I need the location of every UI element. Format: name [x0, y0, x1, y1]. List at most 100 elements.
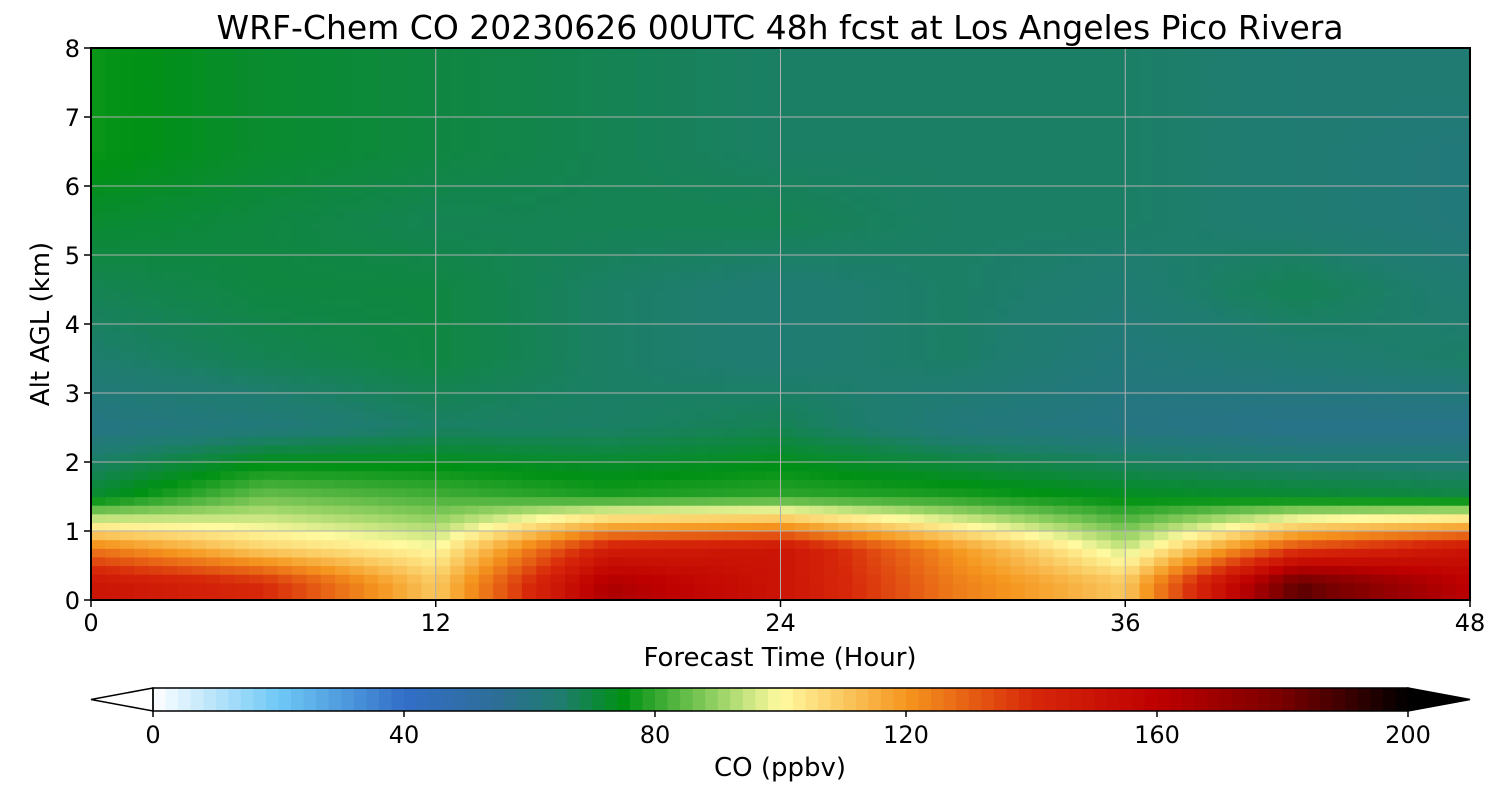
heatmap-cell: [1110, 393, 1126, 403]
heatmap-cell: [550, 298, 566, 308]
heatmap-cell: [593, 436, 609, 446]
heatmap-cell: [579, 436, 595, 446]
heatmap-cell: [1426, 427, 1442, 437]
heatmap-cell: [565, 280, 580, 291]
heatmap-cell: [665, 496, 681, 506]
heatmap-cell: [866, 513, 882, 523]
heatmap-cell: [1139, 237, 1155, 247]
heatmap-cell: [1010, 470, 1026, 480]
heatmap-cell: [1311, 280, 1327, 291]
heatmap-cell: [1039, 436, 1055, 446]
heatmap-cell: [608, 246, 624, 256]
heatmap-cell: [622, 332, 638, 342]
heatmap-cell: [1455, 203, 1470, 213]
heatmap-cell: [651, 367, 667, 377]
heatmap-cell: [809, 237, 825, 247]
heatmap-cell: [708, 393, 724, 403]
heatmap-cell: [335, 531, 351, 541]
heatmap-cell: [1139, 315, 1155, 325]
heatmap-cell: [723, 591, 738, 600]
heatmap-cell: [464, 539, 480, 549]
heatmap-cell: [1225, 531, 1241, 541]
heatmap-cell: [952, 410, 968, 420]
heatmap-cell: [593, 341, 609, 351]
heatmap-cell: [177, 186, 193, 196]
heatmap-cell: [263, 548, 279, 558]
heatmap-cell: [1340, 522, 1356, 532]
heatmap-cell: [708, 324, 724, 334]
heatmap-cell: [421, 427, 437, 437]
heatmap-cell: [1039, 367, 1055, 377]
heatmap-cell: [593, 280, 609, 291]
heatmap-cell: [694, 565, 710, 575]
heatmap-cell: [952, 349, 968, 360]
heatmap-cell: [105, 591, 121, 600]
heatmap-cell: [694, 444, 710, 454]
heatmap-cell: [593, 237, 609, 247]
heatmap-cell: [1182, 211, 1198, 222]
heatmap-cell: [924, 151, 940, 161]
heatmap-cell: [91, 151, 106, 161]
heatmap-cell: [1254, 487, 1270, 498]
heatmap-cell: [751, 151, 767, 161]
heatmap-cell: [1426, 263, 1442, 273]
heatmap-cell: [938, 246, 954, 256]
heatmap-cell: [924, 436, 940, 446]
heatmap-cell: [1211, 315, 1227, 325]
heatmap-cell: [1039, 487, 1055, 498]
heatmap-cell: [349, 410, 365, 420]
heatmap-cell: [651, 556, 667, 567]
heatmap-cell: [1355, 272, 1371, 282]
heatmap-cell: [177, 436, 193, 446]
heatmap-cell: [335, 168, 351, 178]
heatmap-cell: [292, 453, 308, 463]
heatmap-cell: [780, 591, 796, 600]
heatmap-cell: [1254, 298, 1270, 308]
heatmap-cell: [249, 522, 264, 532]
heatmap-cell: [636, 160, 652, 170]
heatmap-cell: [378, 315, 394, 325]
heatmap-cell: [148, 565, 164, 575]
heatmap-cell: [205, 470, 221, 480]
heatmap-cell: [1139, 324, 1155, 334]
heatmap-cell: [780, 505, 796, 515]
heatmap-cell: [134, 522, 150, 532]
heatmap-cell: [320, 436, 336, 446]
heatmap-cell: [1455, 401, 1470, 411]
heatmap-cell: [981, 470, 997, 480]
heatmap-cell: [823, 177, 839, 187]
heatmap-cell: [924, 418, 940, 429]
heatmap-cell: [737, 349, 753, 360]
heatmap-cell: [723, 177, 738, 187]
heatmap-cell: [766, 470, 782, 480]
heatmap-cell: [407, 315, 422, 325]
heatmap-cell: [421, 574, 437, 584]
heatmap-cell: [679, 479, 695, 489]
heatmap-cell: [392, 246, 408, 256]
heatmap-cell: [249, 298, 264, 308]
heatmap-cell: [952, 177, 968, 187]
heatmap-cell: [565, 418, 580, 429]
heatmap-cell: [737, 401, 753, 411]
heatmap-cell: [263, 298, 279, 308]
heatmap-cell: [679, 341, 695, 351]
heatmap-cell: [1024, 522, 1040, 532]
heatmap-cell: [823, 496, 839, 506]
heatmap-cell: [636, 289, 652, 299]
heatmap-cell: [1268, 151, 1284, 161]
heatmap-cell: [550, 539, 566, 549]
heatmap-cell: [378, 565, 394, 575]
heatmap-cell: [119, 298, 135, 308]
heatmap-cell: [1455, 349, 1470, 360]
heatmap-cell: [407, 186, 422, 196]
heatmap-cell: [550, 375, 566, 385]
heatmap-cell: [737, 324, 753, 334]
heatmap-cell: [1297, 220, 1313, 230]
heatmap-cell: [1125, 203, 1141, 213]
heatmap-cell: [909, 453, 925, 463]
heatmap-cell: [909, 548, 925, 558]
heatmap-cell: [148, 548, 164, 558]
heatmap-cell: [995, 186, 1011, 196]
heatmap-cell: [636, 384, 652, 394]
heatmap-cell: [550, 194, 566, 204]
